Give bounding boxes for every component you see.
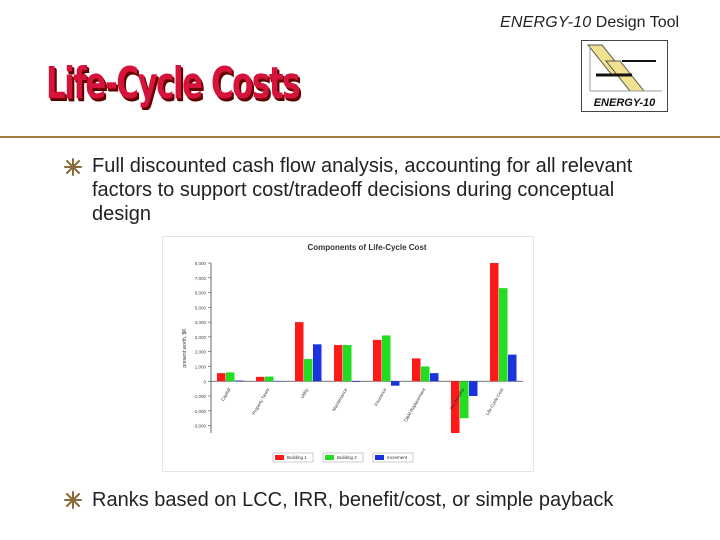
lcc-chart: Components of Life-Cycle Cost present wor…: [162, 236, 534, 472]
bullet-text: Ranks based on LCC, IRR, benefit/cost, o…: [92, 489, 614, 511]
page-title: Life-Cycle Costs: [46, 58, 301, 109]
category-label: Capital: [220, 387, 231, 402]
bar-2: [226, 372, 235, 382]
bar-3: [469, 381, 478, 397]
bar-1: [451, 381, 460, 433]
bar-1: [412, 358, 421, 382]
legend-box: [372, 452, 414, 463]
bar-3: [313, 344, 322, 382]
bar-3: [430, 373, 439, 382]
y-tick-label: 1,000: [195, 364, 207, 369]
y-axis-label: present worth, $K: [182, 328, 188, 368]
legend-swatch: [325, 455, 334, 460]
bar-2: [421, 366, 430, 382]
category-label: Utility: [300, 387, 310, 400]
bar-3: [274, 380, 283, 382]
y-tick-label: -2,000: [193, 409, 206, 414]
y-tick-label: 6,000: [195, 291, 207, 296]
chart-title: Components of Life-Cycle Cost: [307, 243, 426, 252]
tool-suffix: Design Tool: [595, 14, 680, 31]
bullet-text: Full discounted cash flow analysis, acco…: [92, 155, 633, 225]
bar-1: [217, 373, 226, 382]
category-label: Insurance: [373, 387, 387, 407]
bar-2: [265, 376, 274, 382]
bar-1: [373, 339, 382, 382]
bar-2: [382, 335, 391, 382]
legend-label: Building 1: [287, 455, 307, 460]
y-tick-label: 5,000: [195, 305, 207, 310]
bar-1: [295, 322, 304, 382]
bar-2: [343, 345, 352, 382]
energy10-logo: ENERGY-10: [581, 40, 668, 112]
y-tick-label: -1,000: [193, 394, 206, 399]
category-label: Maintenance: [331, 387, 348, 412]
legend-swatch: [275, 455, 284, 460]
asterisk-bullet-icon: [64, 158, 82, 176]
logo-text: ENERGY-10: [593, 97, 656, 109]
bar-3: [235, 380, 244, 382]
legend-box: [322, 452, 364, 463]
bar-3: [391, 381, 400, 386]
y-tick-label: -3,000: [193, 424, 206, 429]
bar-2: [460, 381, 469, 419]
legend-box: [272, 452, 314, 463]
bar-3: [508, 354, 517, 382]
tool-title: ENERGY-10 Design Tool: [500, 14, 710, 32]
lcc-chart-svg: Components of Life-Cycle Cost present wor…: [182, 243, 523, 463]
bar-3: [352, 381, 361, 382]
category-label: O&M Replacement: [403, 387, 427, 423]
bar-2: [304, 359, 313, 382]
y-tick-label: 0: [203, 379, 206, 384]
legend-label: Building 2: [337, 455, 357, 460]
bar-2: [499, 288, 508, 382]
y-tick-label: 7,000: [195, 276, 207, 281]
tool-brand: ENERGY-10: [500, 14, 592, 31]
legend-swatch: [375, 455, 384, 460]
y-tick-label: 3,000: [195, 335, 207, 340]
asterisk-bullet-icon: [64, 491, 82, 509]
logo-graphic-icon: [586, 44, 662, 92]
y-tick-label: 4,000: [195, 320, 207, 325]
category-label: Life-Cycle Cost: [485, 387, 505, 417]
category-label: Property Taxes: [251, 387, 271, 416]
y-tick-label: 8,000: [195, 261, 207, 266]
bar-1: [490, 263, 499, 382]
bar-1: [256, 376, 265, 382]
title-divider: [0, 136, 720, 138]
y-tick-label: 2,000: [195, 350, 207, 355]
legend-label: Increment: [387, 455, 408, 460]
bar-1: [334, 345, 343, 382]
